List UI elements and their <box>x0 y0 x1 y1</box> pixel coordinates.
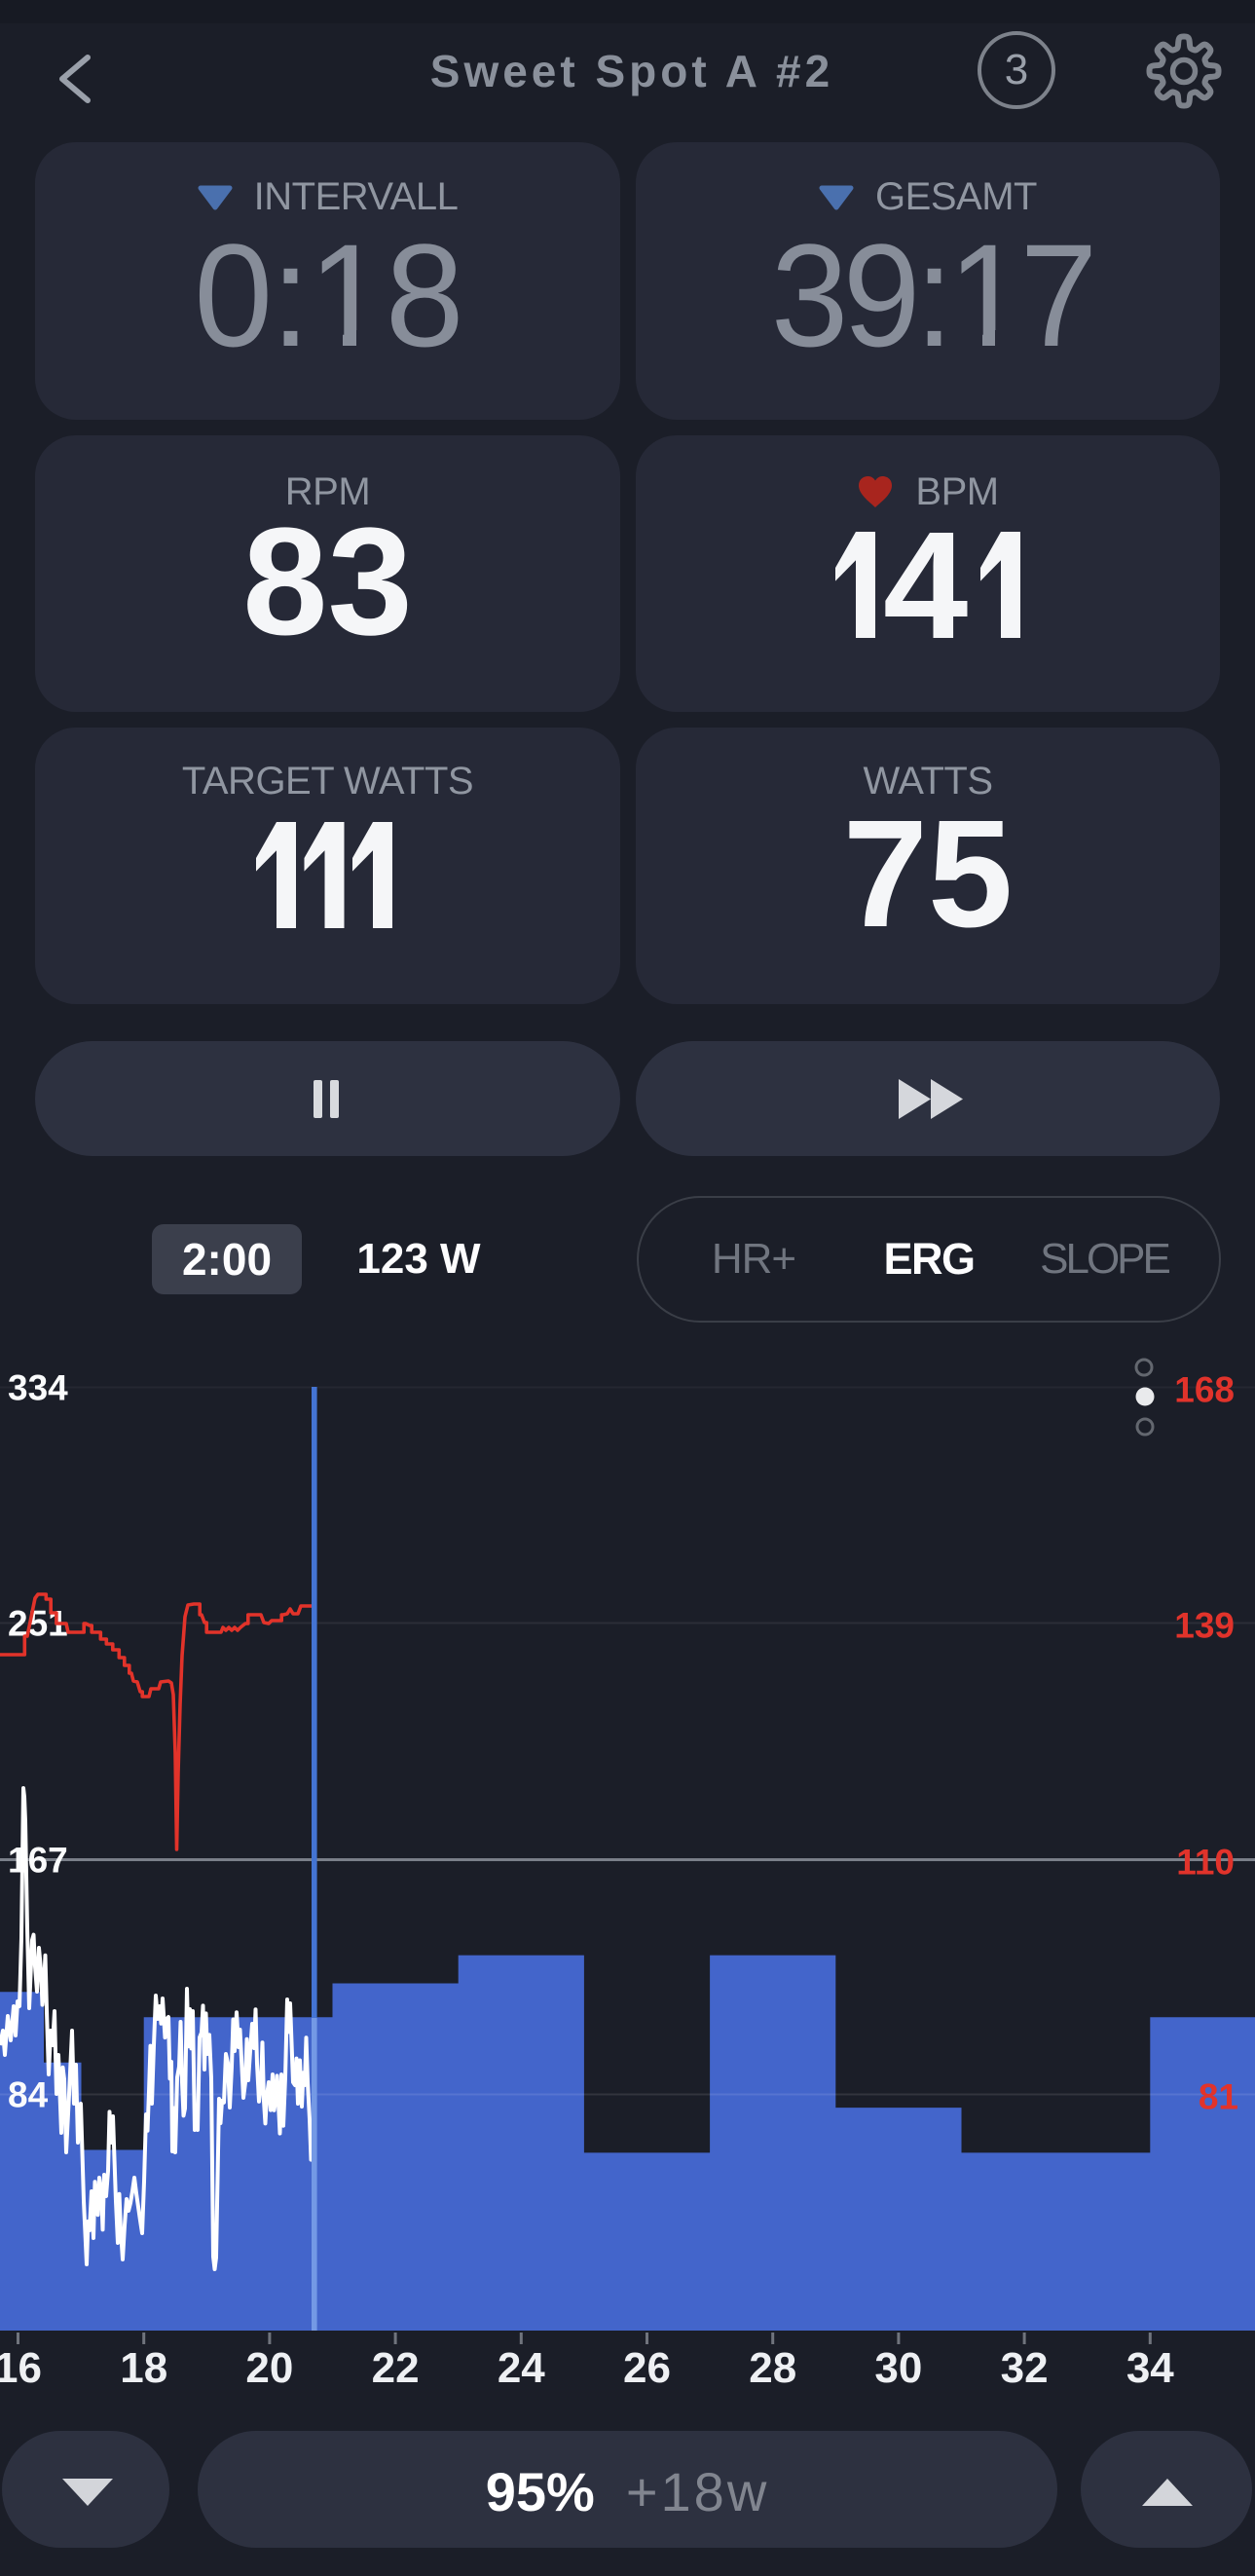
svg-text:18: 18 <box>120 2344 167 2392</box>
svg-text:20: 20 <box>245 2344 293 2392</box>
svg-text:110: 110 <box>1176 1843 1235 1883</box>
svg-text:30: 30 <box>874 2344 922 2392</box>
svg-text:81: 81 <box>1199 2077 1238 2117</box>
svg-text:26: 26 <box>623 2344 671 2392</box>
svg-text:34: 34 <box>1126 2344 1174 2392</box>
svg-text:16: 16 <box>0 2344 42 2392</box>
svg-text:22: 22 <box>372 2344 420 2392</box>
svg-text:167: 167 <box>8 1841 68 1881</box>
svg-text:84: 84 <box>8 2075 49 2115</box>
svg-text:4: 4 <box>883 531 968 640</box>
svg-text:139: 139 <box>1174 1606 1235 1646</box>
svg-text:32: 32 <box>1001 2344 1049 2392</box>
svg-text:168: 168 <box>1174 1370 1235 1410</box>
svg-text:28: 28 <box>749 2344 796 2392</box>
svg-text:24: 24 <box>498 2344 545 2392</box>
svg-text:334: 334 <box>8 1368 68 1408</box>
